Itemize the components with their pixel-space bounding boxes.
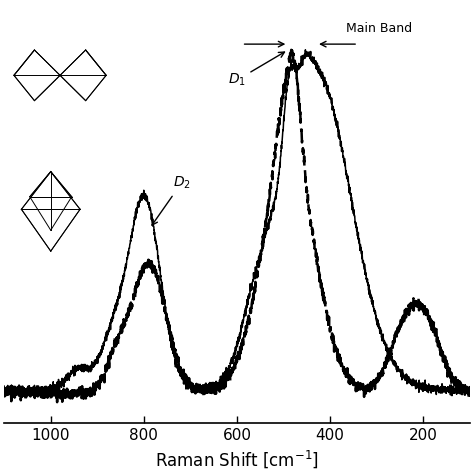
X-axis label: Raman Shift [cm$^{-1}$]: Raman Shift [cm$^{-1}$]: [155, 448, 319, 470]
Text: $D_1$: $D_1$: [228, 52, 284, 89]
Text: $D_2$: $D_2$: [152, 175, 191, 225]
Text: Main Band: Main Band: [346, 22, 412, 35]
